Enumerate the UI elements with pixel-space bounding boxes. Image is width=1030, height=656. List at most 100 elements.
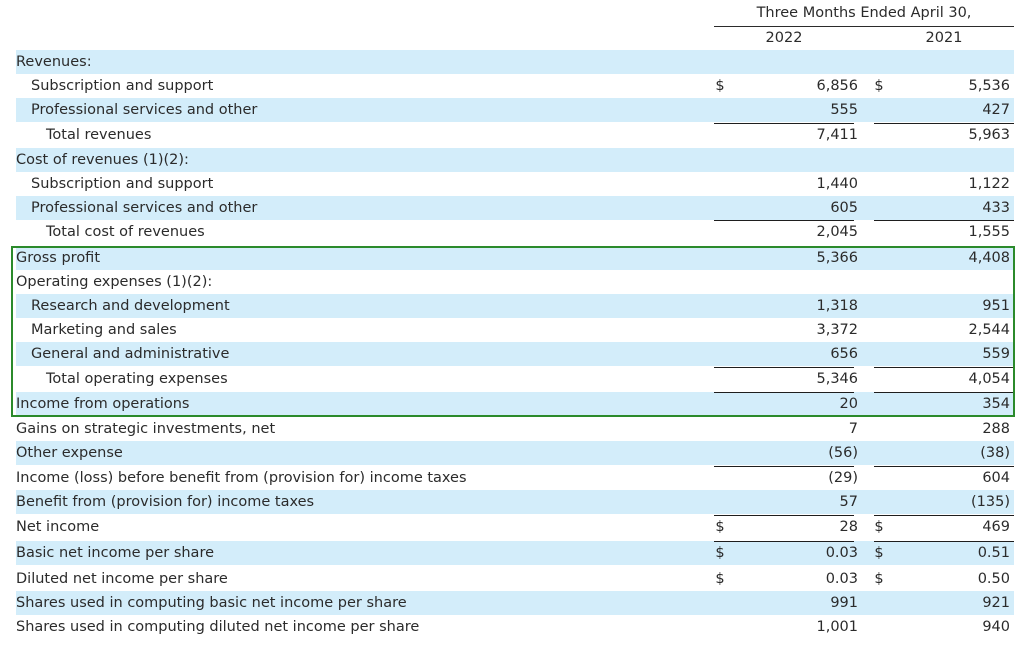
value-2022: 0.03 <box>825 545 858 561</box>
subtotal-rule-2021 <box>874 123 1014 124</box>
year-header-2021: 2021 <box>925 30 963 46</box>
statement-row: Shares used in computing basic net incom… <box>16 591 1014 615</box>
value-2022: 1,318 <box>816 298 858 314</box>
statement-row: Basic net income per share $0.03 $0.51 <box>16 541 1014 565</box>
row-label: Total revenues <box>46 127 152 143</box>
statement-row: Total revenues 7,411 5,963 <box>16 123 1014 147</box>
value-2021: 288 <box>982 421 1010 437</box>
value-2022: 0.03 <box>825 571 858 587</box>
period-header: Three Months Ended April 30, <box>756 5 972 21</box>
value-2022: 5,346 <box>816 371 858 387</box>
value-2021: 2,544 <box>968 322 1010 338</box>
statement-row: Total cost of revenues 2,045 1,555 <box>16 220 1014 244</box>
value-2021: 354 <box>982 396 1010 412</box>
value-2022: 555 <box>830 102 858 118</box>
statement-row: Subscription and support 1,440 1,122 <box>16 172 1014 196</box>
value-2022: 7 <box>848 421 858 437</box>
row-label: Professional services and other <box>31 102 258 118</box>
row-label: Revenues: <box>16 54 92 70</box>
period-header-rule <box>714 26 1014 27</box>
value-2021: 0.50 <box>977 571 1010 587</box>
subtotal-rule-2021 <box>874 367 1014 368</box>
value-2022: 28 <box>839 519 858 535</box>
statement-row: Income from operations 20 354 <box>16 392 1014 416</box>
value-2021: 5,536 <box>968 78 1010 94</box>
currency-symbol-2021: $ <box>874 571 884 587</box>
statement-row: Other expense (56) (38) <box>16 441 1014 465</box>
value-2021: 0.51 <box>977 545 1010 561</box>
subtotal-rule-2021 <box>874 220 1014 221</box>
currency-symbol-2022: $ <box>715 78 725 94</box>
currency-symbol-2022: $ <box>715 545 725 561</box>
statement-row: Research and development 1,318 951 <box>16 294 1014 318</box>
statement-row: General and administrative 656 559 <box>16 342 1014 366</box>
row-label: Income (loss) before benefit from (provi… <box>16 470 467 486</box>
value-2022: 605 <box>830 200 858 216</box>
year-header-2022: 2022 <box>765 30 803 46</box>
value-2022: 6,856 <box>816 78 858 94</box>
subtotal-rule-2021 <box>874 515 1014 516</box>
value-2021: 5,963 <box>968 127 1010 143</box>
row-label: Gains on strategic investments, net <box>16 421 276 437</box>
value-2022: 57 <box>839 494 858 510</box>
value-2022: 3,372 <box>816 322 858 338</box>
row-label: Gross profit <box>16 250 101 266</box>
row-label: Net income <box>16 519 100 535</box>
statement-row: Gross profit 5,366 4,408 <box>16 246 1014 270</box>
value-2022: 656 <box>830 346 858 362</box>
subtotal-rule-2021 <box>874 392 1014 393</box>
row-label: General and administrative <box>31 346 230 362</box>
statement-row: Marketing and sales 3,372 2,544 <box>16 318 1014 342</box>
value-2022: 20 <box>839 396 858 412</box>
value-2022: 1,001 <box>816 619 858 635</box>
value-2021: 1,555 <box>968 224 1010 240</box>
row-label: Subscription and support <box>31 176 214 192</box>
subtotal-rule-2022 <box>714 515 854 516</box>
currency-symbol-2021: $ <box>874 78 884 94</box>
value-2022: 1,440 <box>816 176 858 192</box>
subtotal-rule-2022 <box>714 220 854 221</box>
statement-row: Professional services and other 555 427 <box>16 98 1014 122</box>
subtotal-rule-2022 <box>714 123 854 124</box>
row-label: Other expense <box>16 445 123 461</box>
row-label: Total cost of revenues <box>46 224 205 240</box>
value-2022: (29) <box>828 470 858 486</box>
subtotal-rule-2021 <box>874 541 1014 542</box>
value-2021: (135) <box>971 494 1010 510</box>
currency-symbol-2022: $ <box>715 571 725 587</box>
value-2021: 951 <box>982 298 1010 314</box>
statement-row: Benefit from (provision for) income taxe… <box>16 490 1014 514</box>
statement-row: Gains on strategic investments, net 7 288 <box>16 417 1014 441</box>
subtotal-rule-2022 <box>714 541 854 542</box>
value-2022: 5,366 <box>816 250 858 266</box>
value-2021: 433 <box>982 200 1010 216</box>
statement-row: Revenues: <box>16 50 1014 74</box>
value-2021: 604 <box>982 470 1010 486</box>
value-2022: (56) <box>828 445 858 461</box>
statement-row: Income (loss) before benefit from (provi… <box>16 466 1014 490</box>
statement-row: Net income $28 $469 <box>16 515 1014 539</box>
row-label: Benefit from (provision for) income taxe… <box>16 494 315 510</box>
value-2021: 4,054 <box>968 371 1010 387</box>
row-label: Diluted net income per share <box>16 571 228 587</box>
row-label: Basic net income per share <box>16 545 215 561</box>
value-2021: 559 <box>982 346 1010 362</box>
row-label: Marketing and sales <box>31 322 177 338</box>
subtotal-rule-2022 <box>714 392 854 393</box>
row-label: Professional services and other <box>31 200 258 216</box>
row-label: Income from operations <box>16 396 190 412</box>
statement-row: Total operating expenses 5,346 4,054 <box>16 367 1014 391</box>
value-2021: 921 <box>982 595 1010 611</box>
statement-row: Operating expenses (1)(2): <box>16 270 1014 294</box>
subtotal-rule-2022 <box>714 466 854 467</box>
row-label: Research and development <box>31 298 230 314</box>
row-label: Shares used in computing diluted net inc… <box>16 619 420 635</box>
value-2021: 469 <box>982 519 1010 535</box>
value-2021: 427 <box>982 102 1010 118</box>
row-label: Subscription and support <box>31 78 214 94</box>
statement-row: Subscription and support $6,856 $5,536 <box>16 74 1014 98</box>
value-2021: 940 <box>982 619 1010 635</box>
value-2022: 7,411 <box>816 127 858 143</box>
value-2021: 1,122 <box>968 176 1010 192</box>
